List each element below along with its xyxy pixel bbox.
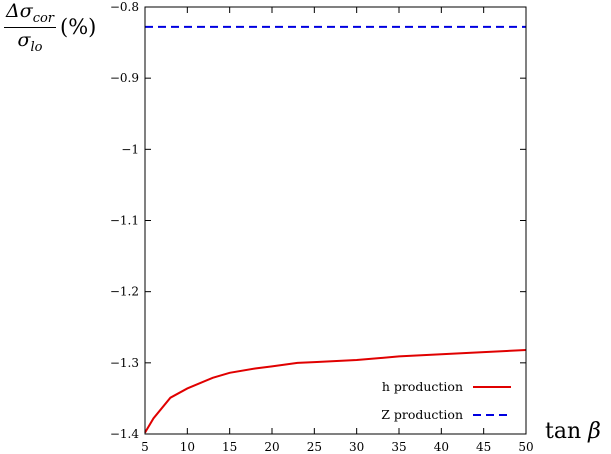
y-tick-label-4: −1 [121,142,139,156]
ticks [144,6,527,435]
series [144,25,527,434]
y-tick-label-2: −1.2 [110,285,139,299]
legend-label-0: h production [382,379,463,394]
x-tick-label-50: 50 [518,440,533,454]
tick-labels: 5 10 15 20 25 30 35 40 45 50 −1.4 −1.3 −1.2 −1.1 −1 −0.… [110,0,534,454]
y-label-den-sub: lo [30,39,43,55]
legend: h production Z production [381,379,511,422]
x-tick-label-10: 10 [180,440,195,454]
x-tick-label-20: 20 [264,440,279,454]
y-tick-label-6: −0.8 [110,0,139,14]
x-tick-label-25: 25 [307,440,322,454]
x-axis-label: tan β [545,419,601,444]
y-label-unit: (%) [60,15,97,40]
legend-label-1: Z production [381,407,463,422]
x-tick-label-35: 35 [391,440,406,454]
x-tick-label-45: 45 [476,440,491,454]
y-tick-label-0: −1.4 [110,427,140,441]
y-label-num-prefix: Δσ [6,0,33,22]
y-label-den-prefix: σ [17,28,31,51]
plot-frame [144,6,527,435]
x-label-var: β [588,419,601,444]
x-tick-label-40: 40 [434,440,449,454]
y-tick-label-5: −0.9 [110,71,139,85]
y-axis-label: Δσcor σlo (%) [4,2,96,54]
series-line-0 [144,349,527,434]
y-tick-label-3: −1.1 [110,214,139,228]
x-label-fn: tan [545,419,582,444]
x-tick-label-30: 30 [349,440,364,454]
x-tick-label-15: 15 [222,440,237,454]
y-label-num-sub: cor [32,10,55,26]
y-tick-label-1: −1.3 [110,356,139,370]
x-tick-label-5: 5 [141,440,149,454]
